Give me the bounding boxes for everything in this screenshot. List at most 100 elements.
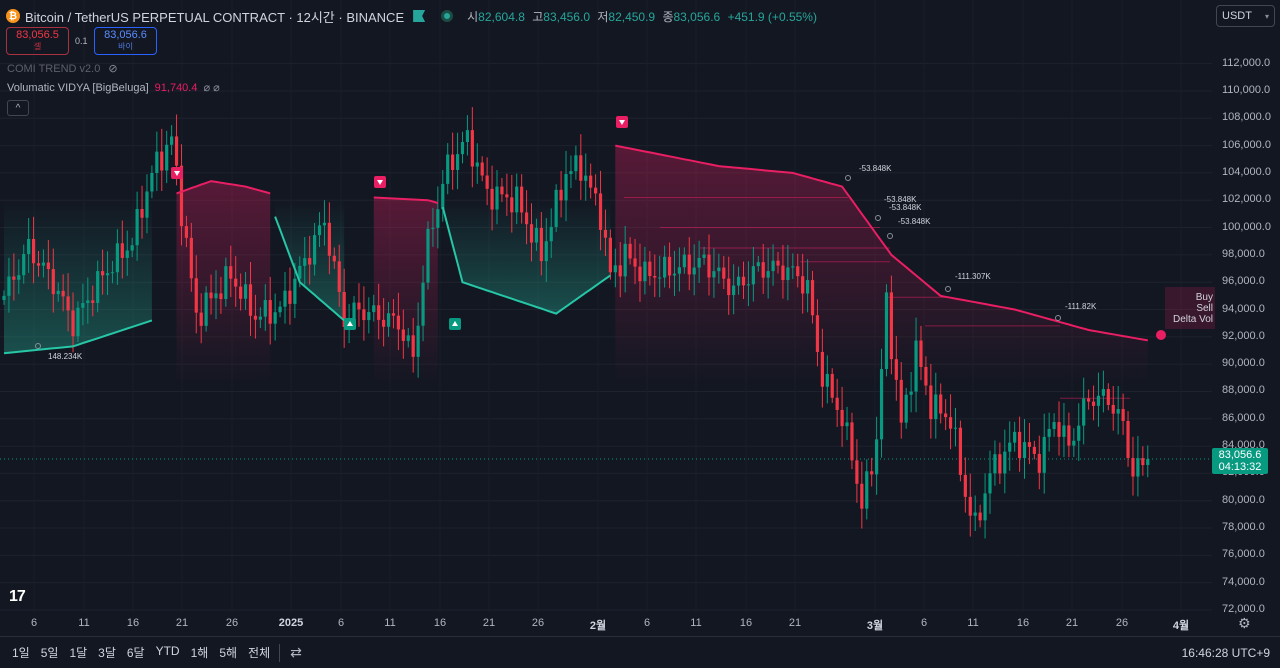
candle-body xyxy=(436,209,440,228)
price-axis-label: 74,000.0 xyxy=(1222,575,1265,588)
buy-button[interactable]: 83,056.6 바이 xyxy=(94,27,157,55)
range-button-0[interactable]: 1일 xyxy=(12,646,30,660)
vidya-fill xyxy=(373,197,438,385)
range-button-4[interactable]: 6달 xyxy=(126,646,145,660)
candle-body xyxy=(914,340,918,392)
candle-body xyxy=(722,267,726,279)
currency-select[interactable]: USDT ▾ xyxy=(1216,5,1275,27)
candle-body xyxy=(815,315,820,352)
range-button-8[interactable]: 전체 xyxy=(248,646,271,660)
range-button-3[interactable]: 3달 xyxy=(98,646,116,660)
candle-body xyxy=(219,293,223,300)
candle-body xyxy=(46,262,50,270)
candle-body xyxy=(17,275,21,280)
eye-hidden-icon[interactable]: ⊘ xyxy=(108,63,118,75)
clock[interactable]: 16:46:28 UTC+9 xyxy=(1181,646,1270,660)
candle-body xyxy=(105,273,110,276)
range-button-1[interactable]: 5일 xyxy=(40,646,59,660)
range-button-7[interactable]: 5해 xyxy=(219,646,238,660)
candle-body xyxy=(1116,409,1120,414)
candle-body xyxy=(865,471,869,509)
candle-body xyxy=(140,208,144,218)
candle-body xyxy=(352,302,356,322)
candle-body xyxy=(36,263,41,266)
candle-body xyxy=(539,227,543,262)
close-value: 83,056.6 xyxy=(673,9,721,24)
tradingview-logo[interactable]: 17 xyxy=(9,588,26,605)
indicator-vidya[interactable]: Volumatic VIDYA [BigBeluga] 91,740.4 ⌀ ⌀ xyxy=(7,81,220,95)
bitcoin-icon: ₿ xyxy=(6,9,20,23)
price-axis-label: 86,000.0 xyxy=(1222,411,1265,424)
candle-body xyxy=(692,267,696,275)
candle-body xyxy=(189,237,193,279)
candle-body xyxy=(253,315,258,320)
sell-button[interactable]: 83,056.5 셀 xyxy=(6,27,69,55)
candle-body xyxy=(963,474,967,497)
candle-body xyxy=(608,237,612,273)
high-value: 83,456.0 xyxy=(543,9,590,24)
candle-body xyxy=(170,136,174,145)
candle-body xyxy=(160,151,164,171)
market-status-icon xyxy=(441,10,454,22)
candle-body xyxy=(298,265,302,279)
candle-body xyxy=(263,300,267,317)
candle-body xyxy=(1131,457,1135,477)
range-button-5[interactable]: YTD xyxy=(155,644,180,658)
gear-icon[interactable]: ⚙ xyxy=(1238,615,1251,631)
vidya-fill xyxy=(442,200,611,314)
symbol-header[interactable]: ₿ Bitcoin / TetherUS PERPETUAL CONTRACT … xyxy=(6,6,817,26)
candle-body xyxy=(396,315,400,330)
candle-body xyxy=(702,254,706,258)
candle-body xyxy=(2,295,6,300)
goto-date-icon[interactable]: ⇄ xyxy=(290,644,302,660)
price-axis-label: 102,000.0 xyxy=(1222,193,1271,206)
candle-body xyxy=(204,292,208,326)
price-chart[interactable] xyxy=(0,0,1280,636)
candle-body xyxy=(327,222,331,256)
price-axis-label: 78,000.0 xyxy=(1222,521,1265,534)
candle-body xyxy=(983,493,987,521)
candle-body xyxy=(584,175,588,181)
candle-body xyxy=(855,460,859,484)
candle-body xyxy=(574,155,578,172)
candle-body xyxy=(875,439,879,475)
candle-body xyxy=(342,291,346,327)
volume-label: -53.848K xyxy=(859,164,892,173)
price-axis-label: 94,000.0 xyxy=(1222,302,1265,315)
candle-body xyxy=(12,276,16,280)
low-value: 82,450.9 xyxy=(608,9,656,24)
candle-body xyxy=(411,335,415,357)
indicator-name: Volumatic VIDYA [BigBeluga] xyxy=(7,81,149,94)
bar-countdown: 04:13:32 xyxy=(1218,461,1262,473)
candle-body xyxy=(884,292,889,370)
vidya-line xyxy=(373,196,439,204)
candle-body xyxy=(308,258,312,265)
open-label: 시 xyxy=(467,9,479,24)
chart-area[interactable]: ₿ Bitcoin / TetherUS PERPETUAL CONTRACT … xyxy=(0,0,1280,636)
triangle-glyph xyxy=(347,321,353,326)
candle-body xyxy=(135,208,139,246)
candle-body xyxy=(1121,409,1125,422)
candle-body xyxy=(776,260,780,266)
volume-point xyxy=(35,343,41,349)
collapse-indicators-button[interactable]: ^ xyxy=(7,100,29,116)
candle-body xyxy=(1111,404,1115,414)
candle-body xyxy=(648,261,652,276)
symbol-title[interactable]: Bitcoin / TetherUS PERPETUAL CONTRACT · … xyxy=(25,9,405,25)
range-button-2[interactable]: 1달 xyxy=(69,646,88,660)
candle-body xyxy=(939,394,943,414)
flag-icon[interactable] xyxy=(413,10,426,22)
candle-body xyxy=(736,276,741,286)
range-button-6[interactable]: 1해 xyxy=(190,646,209,660)
candle-body xyxy=(1146,458,1150,466)
candle-body xyxy=(633,258,637,267)
price-axis-label: 72,000.0 xyxy=(1222,603,1265,615)
candle-body xyxy=(589,175,593,188)
indicator-comi-trend[interactable]: COMI TREND v2.0 ⊘ xyxy=(7,62,118,76)
price-axis-label: 90,000.0 xyxy=(1222,357,1265,370)
candle-body xyxy=(1082,398,1086,426)
time-axis-label: 2025 xyxy=(278,617,304,629)
candle-body xyxy=(889,292,893,360)
candle-body xyxy=(564,174,568,201)
time-axis-label: 16 xyxy=(126,617,140,629)
